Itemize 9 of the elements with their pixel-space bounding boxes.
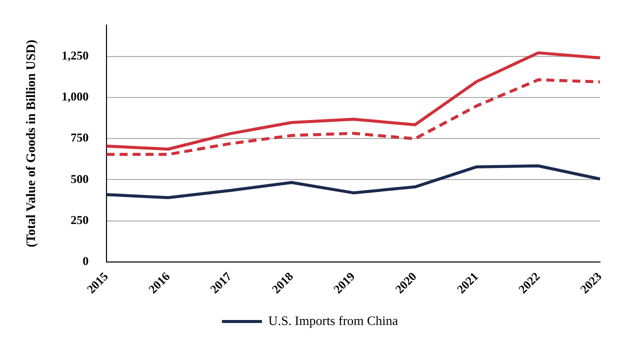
legend-label: U.S. Imports from China [268, 312, 398, 328]
y-tick-label: 500 [70, 172, 89, 186]
y-axis-title: (Total Value of Goods in Billion USD) [23, 40, 38, 248]
y-tick-label: 750 [70, 130, 89, 145]
y-tick-label: 1,000 [62, 90, 89, 104]
y-tick-label: 250 [70, 212, 89, 227]
y-tick-label: 0 [82, 254, 89, 268]
line-series [105, 78, 602, 156]
y-tick-label: 1,250 [62, 48, 89, 63]
